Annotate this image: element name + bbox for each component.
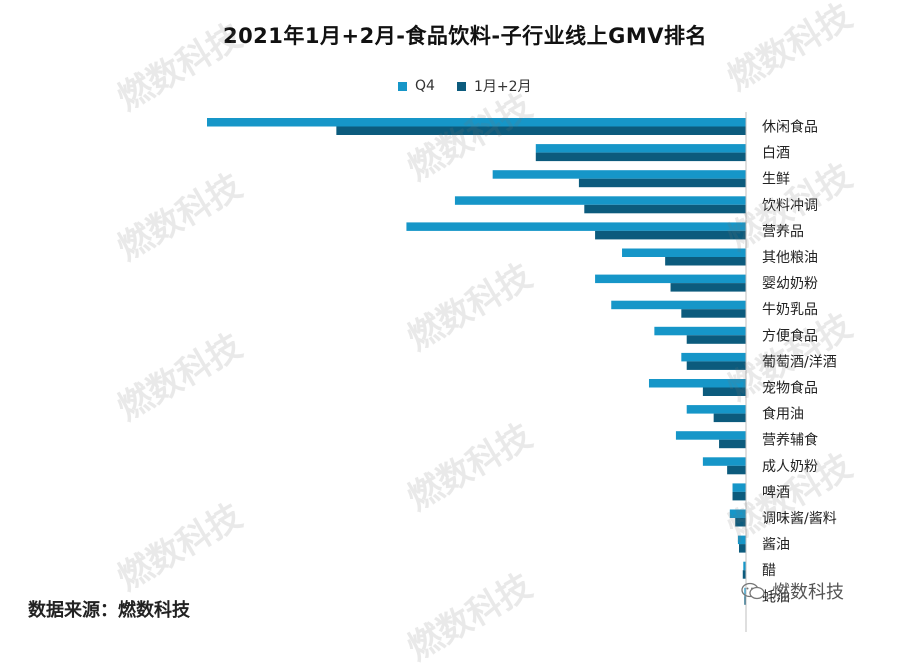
legend-swatch-jan-feb (456, 81, 466, 91)
bar-q4-5[interactable] (622, 248, 746, 258)
bar-q4-13[interactable] (702, 457, 746, 466)
category-label: 营养品 (762, 224, 804, 240)
bar-jan-feb-10[interactable] (702, 387, 746, 397)
bar-jan-feb-4[interactable] (595, 230, 746, 240)
bar-q4-3[interactable] (454, 196, 746, 205)
bar-q4-2[interactable] (492, 170, 746, 179)
bar-chart: 休闲食品白酒生鲜饮料冲调营养品其他粮油婴幼奶粉牛奶乳品方便食品葡萄酒/洋酒宠物食… (207, 112, 837, 632)
wechat-watermark: 燃数科技 (740, 578, 844, 604)
bar-q4-18[interactable] (744, 587, 746, 597)
bar-jan-feb-5[interactable] (665, 257, 746, 266)
bar-q4-15[interactable] (729, 509, 746, 519)
legend: Q4 1月+2月 (398, 76, 531, 96)
bar-jan-feb-8[interactable] (686, 335, 746, 344)
category-label: 饮料冲调 (762, 198, 818, 214)
category-label: 蚝油 (762, 589, 790, 605)
bar-q4-11[interactable] (686, 405, 746, 414)
category-labels-group: 休闲食品白酒生鲜饮料冲调营养品其他粮油婴幼奶粉牛奶乳品方便食品葡萄酒/洋酒宠物食… (762, 119, 837, 606)
source-note: 数据来源：燃数科技 (28, 600, 190, 621)
bar-q4-0[interactable] (207, 118, 746, 127)
bar-q4-4[interactable] (406, 222, 746, 231)
bar-jan-feb-0[interactable] (336, 126, 746, 136)
legend-label-jan-feb: 1月+2月 (473, 79, 532, 95)
category-label: 宠物食品 (762, 380, 818, 397)
legend-item-q4[interactable]: Q4 (398, 78, 435, 94)
bar-q4-16[interactable] (737, 535, 746, 545)
category-label: 酱油 (762, 537, 790, 553)
bar-q4-1[interactable] (535, 144, 746, 153)
legend-item-jan-feb[interactable]: 1月+2月 (456, 76, 532, 96)
bar-jan-feb-18[interactable] (744, 596, 746, 605)
bar-q4-12[interactable] (675, 431, 746, 440)
legend-swatch-q4 (398, 81, 407, 91)
bar-jan-feb-12[interactable] (719, 439, 746, 449)
category-label: 成人奶粉 (762, 459, 818, 475)
bar-jan-feb-9[interactable] (686, 361, 746, 370)
bar-jan-feb-16[interactable] (738, 544, 746, 553)
category-label: 葡萄酒/洋酒 (762, 354, 837, 370)
bar-jan-feb-6[interactable] (670, 283, 746, 292)
bar-q4-10[interactable] (648, 379, 746, 388)
bar-jan-feb-14[interactable] (732, 491, 746, 501)
category-label: 调味酱/酱料 (762, 511, 837, 527)
bar-q4-17[interactable] (743, 561, 746, 571)
bar-jan-feb-7[interactable] (681, 309, 746, 318)
legend-label-q4: Q4 (415, 78, 435, 94)
category-label: 其他粮油 (762, 250, 818, 266)
bar-q4-14[interactable] (732, 483, 746, 492)
bar-q4-6[interactable] (595, 274, 746, 284)
bar-q4-9[interactable] (681, 352, 746, 362)
bar-q4-8[interactable] (654, 326, 746, 336)
category-label: 醋 (762, 563, 776, 579)
category-label: 牛奶乳品 (762, 302, 818, 318)
wechat-icon (741, 582, 765, 600)
bar-jan-feb-2[interactable] (578, 178, 746, 188)
category-label: 方便食品 (762, 327, 818, 344)
bar-q4-7[interactable] (611, 300, 746, 310)
wechat-watermark-label: 燃数科技 (772, 582, 844, 603)
category-label: 生鲜 (762, 172, 790, 188)
category-label: 休闲食品 (762, 119, 818, 136)
bar-jan-feb-15[interactable] (735, 518, 746, 527)
category-label: 营养辅食 (762, 432, 818, 449)
bar-jan-feb-1[interactable] (535, 152, 746, 162)
category-label: 食用油 (762, 406, 804, 423)
bar-jan-feb-3[interactable] (584, 204, 746, 214)
bar-jan-feb-13[interactable] (727, 465, 746, 475)
category-label: 白酒 (762, 146, 790, 162)
bar-jan-feb-11[interactable] (713, 413, 746, 423)
bar-jan-feb-17[interactable] (742, 570, 746, 579)
category-label: 婴幼奶粉 (762, 276, 818, 292)
bars-group (207, 118, 746, 605)
chart-title: 2021年1月+2月-食品饮料-子行业线上GMV排名 (222, 24, 708, 48)
category-label: 啤酒 (762, 485, 790, 501)
